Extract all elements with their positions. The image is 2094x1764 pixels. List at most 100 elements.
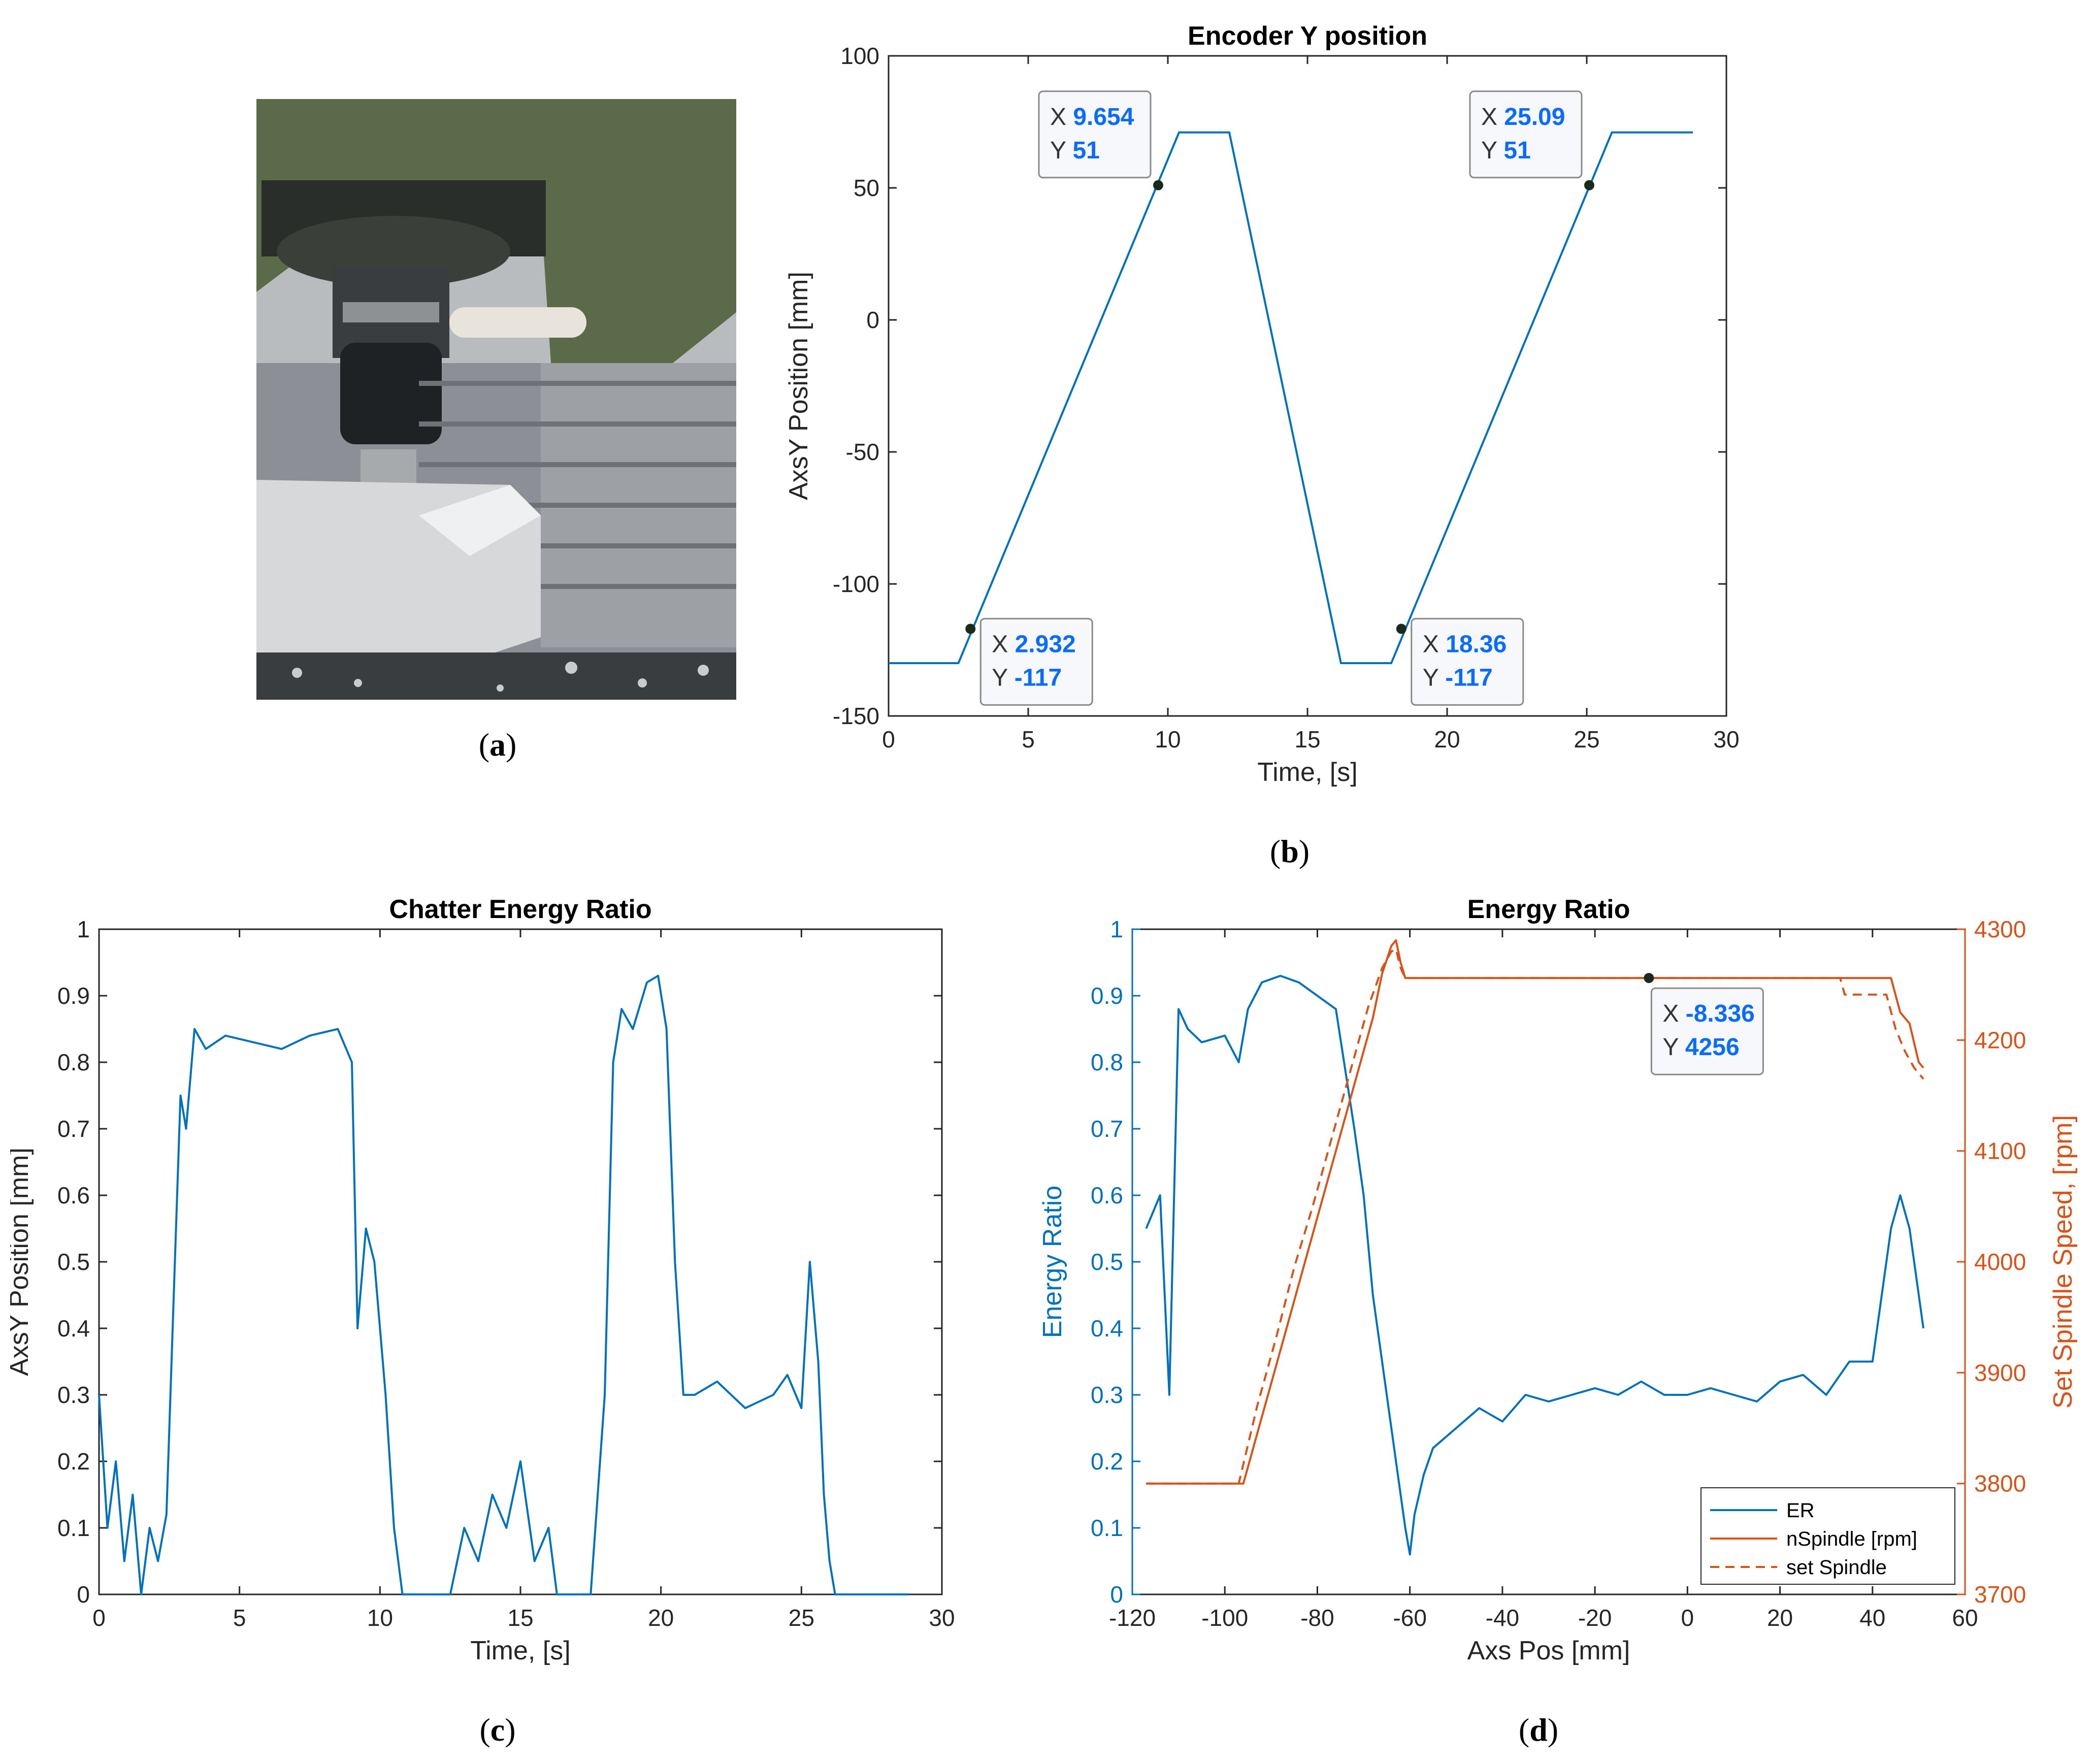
datatip-x-label: X <box>992 631 1015 658</box>
datatip-marker <box>1644 973 1654 984</box>
series-line-2 <box>1146 948 1924 1485</box>
x-tick-label: 40 <box>1859 1605 1885 1631</box>
caption-c: (c) <box>479 1712 516 1748</box>
y-tick-label: 0 <box>866 307 879 333</box>
y2-tick-label: 4000 <box>1974 1249 2026 1275</box>
caption-a: (a) <box>478 727 517 763</box>
datatip-x: X 9.654 <box>1050 104 1134 130</box>
y-tick-label: 0.6 <box>57 1182 90 1208</box>
y2-axis-label: Set Spindle Speed, [rpm] <box>2048 1115 2078 1409</box>
y2-tick-label: 3800 <box>1974 1471 2026 1497</box>
y-tick-label: 50 <box>854 175 879 201</box>
energy-ratio-chart: Energy Ratio -120 -100 -80 -60 -40 -20 0 20 40 60 A… <box>1038 895 2078 1665</box>
y-tick-label: 0.1 <box>1091 1515 1123 1541</box>
datatip-y-value: -117 <box>1015 664 1062 691</box>
datatip-bg <box>1038 90 1152 179</box>
y-tick-label: 0.7 <box>57 1116 90 1142</box>
datatip-y-value: 51 <box>1072 137 1099 164</box>
y-tick-label: 0.9 <box>57 983 90 1009</box>
datatip-x-value: 2.932 <box>1015 631 1076 658</box>
datatip-marker <box>965 624 976 634</box>
y-tick-label: -50 <box>846 439 879 465</box>
x-tick-label: 60 <box>1952 1605 1978 1631</box>
datatip-x: X 2.932 <box>992 631 1075 658</box>
datatip-bg <box>979 617 1093 706</box>
datatip-x-label: X <box>1423 631 1446 658</box>
datatip-x-value: -8.336 <box>1686 1000 1755 1027</box>
x-tick-label: 30 <box>929 1605 955 1631</box>
datatip-y-value: 4256 <box>1685 1034 1740 1061</box>
legend: ER nSpindle [rpm] set Spindle <box>1700 1487 1955 1585</box>
plot-area <box>888 55 1727 717</box>
y-tick-label: 0.5 <box>1091 1249 1123 1275</box>
y2-tick-label: 4200 <box>1974 1027 2026 1053</box>
milling-photo <box>256 99 736 700</box>
chart-title: Encoder Y position <box>1188 21 1427 51</box>
series-line-0 <box>98 974 908 1595</box>
datatip-y: Y -117 <box>992 664 1062 691</box>
datatip-y: Y 51 <box>1050 137 1100 164</box>
y-axis-label: AxsY Position [mm] <box>784 272 813 500</box>
y2-tick-label: 4100 <box>1974 1138 2026 1164</box>
datatip-y-label: Y <box>1050 137 1072 164</box>
series-line-0 <box>889 131 1693 664</box>
datatip-box: X 2.932 Y -117 <box>979 617 1093 706</box>
x-axis-label: Time, [s] <box>1257 758 1357 787</box>
caption-d: (d) <box>1518 1712 1559 1748</box>
y-tick-label: 0 <box>1110 1581 1123 1608</box>
datatip-y: Y -117 <box>1423 664 1493 691</box>
datatip-x-value: 9.654 <box>1073 104 1134 130</box>
datatip-x-label: X <box>1050 104 1073 130</box>
y-tick-label: -150 <box>833 703 879 729</box>
x-tick-label: 0 <box>92 1605 106 1631</box>
datatip-y-label: Y <box>1662 1034 1685 1061</box>
x-tick-label: 25 <box>1574 726 1599 753</box>
datatip-marker <box>1153 180 1163 190</box>
y-tick-label: 0.2 <box>1091 1448 1123 1475</box>
y-tick-label: 0.4 <box>1091 1315 1123 1342</box>
datatip-x-value: 18.36 <box>1446 631 1507 658</box>
datatip-y-value: -117 <box>1445 664 1492 691</box>
y-tick-label: 0.7 <box>1091 1116 1123 1142</box>
legend-label: set Spindle <box>1786 1556 1887 1579</box>
chart-title: Chatter Energy Ratio <box>389 895 651 924</box>
x-tick-label: 0 <box>882 726 895 753</box>
y-tick-label: 0.4 <box>57 1315 90 1342</box>
x-tick-label: 5 <box>1022 726 1035 753</box>
y-tick-label: 1 <box>1110 916 1123 942</box>
datatip-bg <box>1469 90 1583 179</box>
datatip-box: X 25.09 Y 51 <box>1469 90 1583 179</box>
x-tick-label: -20 <box>1578 1605 1612 1631</box>
y-axis-label: AxsY Position [mm] <box>10 1148 34 1376</box>
datatip-x-label: X <box>1662 1000 1685 1027</box>
caption-b: (b) <box>1269 833 1310 869</box>
x-tick-label: 20 <box>648 1605 674 1631</box>
datatip-y-value: 51 <box>1503 137 1530 164</box>
y-tick-label: -100 <box>833 571 879 597</box>
y-tick-label: 100 <box>840 43 879 69</box>
y-tick-label: 0.6 <box>1091 1182 1123 1208</box>
plot-area <box>1131 928 1966 1595</box>
x-tick-label: 15 <box>1294 726 1320 753</box>
y-tick-label: 0.8 <box>1091 1049 1123 1075</box>
x-tick-label: -60 <box>1393 1605 1426 1631</box>
datatip-bg <box>1650 987 1764 1075</box>
y-tick-label: 0.3 <box>1091 1382 1123 1408</box>
x-tick-label: -100 <box>1201 1605 1248 1631</box>
y-tick-label: 0.2 <box>57 1448 90 1475</box>
x-tick-label: 15 <box>507 1605 533 1631</box>
y-tick-label: 0.3 <box>57 1382 90 1408</box>
y-tick-label: 0.9 <box>1091 983 1123 1009</box>
x-tick-label: 10 <box>367 1605 393 1631</box>
datatip-x: X 25.09 <box>1481 104 1565 130</box>
datatip-y-label: Y <box>1481 137 1503 164</box>
x-tick-label: 0 <box>1681 1605 1694 1631</box>
datatip-y: Y 4256 <box>1662 1034 1739 1061</box>
datatip-y: Y 51 <box>1481 137 1531 164</box>
chart-title: Energy Ratio <box>1467 895 1630 924</box>
x-tick-label: 10 <box>1155 726 1181 753</box>
datatip-y-label: Y <box>1423 664 1445 691</box>
y-tick-label: 0.5 <box>57 1249 90 1275</box>
